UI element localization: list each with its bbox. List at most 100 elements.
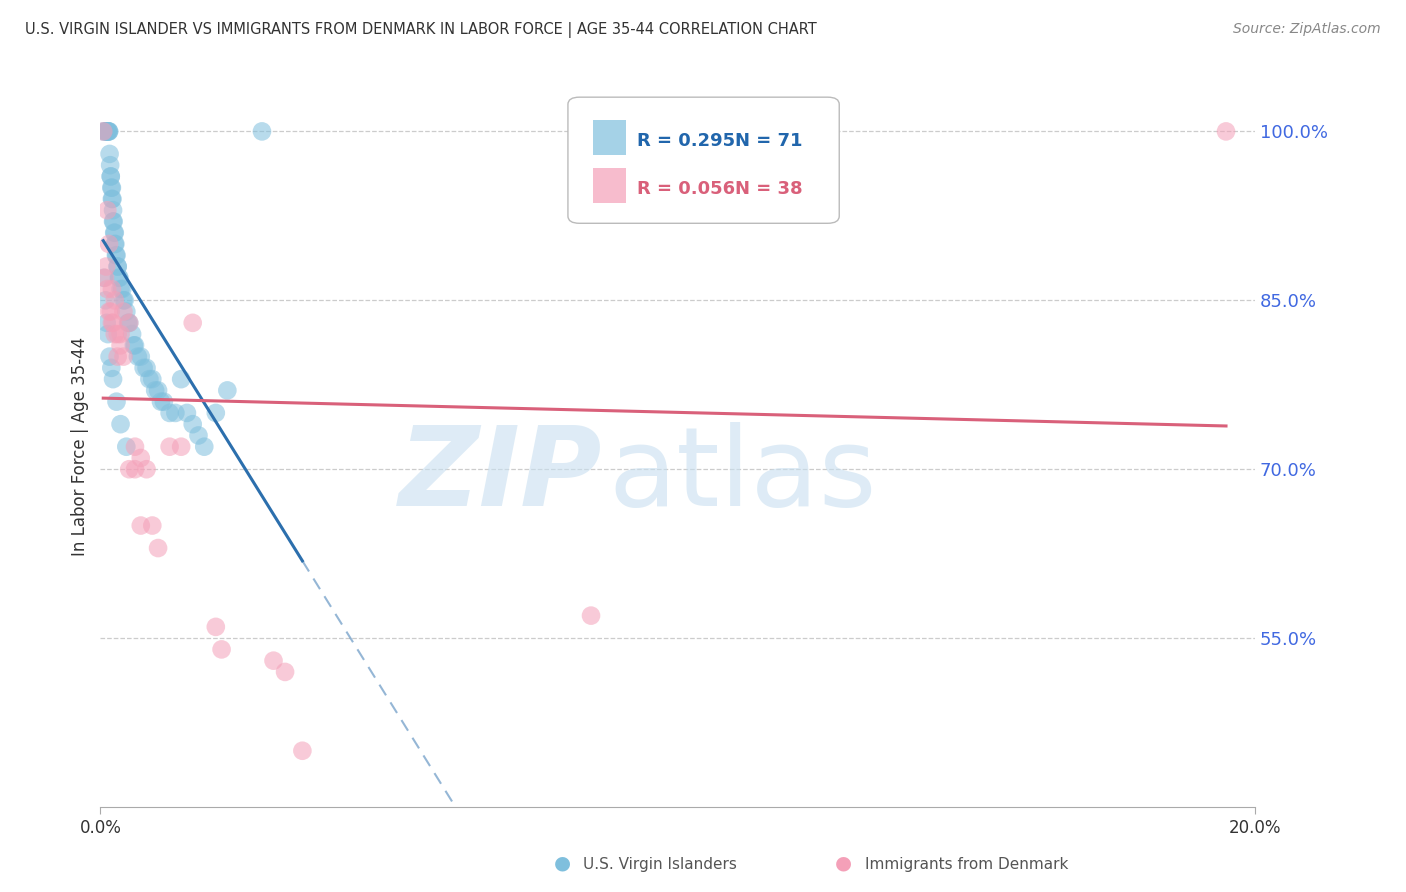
Point bbox=[1215, 124, 1237, 138]
Text: Immigrants from Denmark: Immigrants from Denmark bbox=[865, 857, 1069, 872]
Text: R = 0.295: R = 0.295 bbox=[637, 132, 735, 150]
Point bbox=[98, 237, 121, 252]
Point bbox=[153, 394, 176, 409]
Point bbox=[97, 124, 120, 138]
Text: Source: ZipAtlas.com: Source: ZipAtlas.com bbox=[1233, 22, 1381, 37]
Point bbox=[141, 518, 163, 533]
Point bbox=[94, 270, 117, 285]
Point bbox=[100, 169, 122, 184]
Point bbox=[122, 338, 145, 352]
Point bbox=[159, 406, 181, 420]
Y-axis label: In Labor Force | Age 35-44: In Labor Force | Age 35-44 bbox=[72, 337, 89, 557]
FancyBboxPatch shape bbox=[568, 97, 839, 223]
Text: ●: ● bbox=[835, 854, 852, 872]
Point bbox=[101, 316, 124, 330]
Point bbox=[96, 203, 118, 218]
Point bbox=[101, 372, 124, 386]
Point bbox=[274, 665, 297, 679]
Point bbox=[176, 406, 198, 420]
Point bbox=[204, 406, 226, 420]
Point bbox=[112, 350, 135, 364]
Point bbox=[217, 384, 239, 398]
Point bbox=[110, 338, 132, 352]
Point bbox=[100, 169, 122, 184]
Point bbox=[149, 394, 172, 409]
Point bbox=[94, 293, 117, 308]
Point bbox=[107, 350, 129, 364]
Point bbox=[135, 360, 157, 375]
Point bbox=[110, 327, 132, 342]
Point bbox=[127, 350, 149, 364]
Point bbox=[101, 192, 124, 206]
Point bbox=[165, 406, 187, 420]
Point bbox=[100, 180, 122, 194]
Text: ●: ● bbox=[554, 854, 571, 872]
Point bbox=[105, 394, 128, 409]
Text: N = 38: N = 38 bbox=[735, 180, 803, 198]
Point bbox=[94, 124, 117, 138]
Point bbox=[170, 440, 193, 454]
Point bbox=[101, 192, 124, 206]
Point bbox=[104, 293, 127, 308]
Point bbox=[143, 384, 166, 398]
Point bbox=[98, 350, 121, 364]
Text: R = 0.056: R = 0.056 bbox=[637, 180, 735, 198]
Point bbox=[98, 124, 121, 138]
Point bbox=[138, 372, 160, 386]
Point bbox=[98, 124, 121, 138]
Text: ZIP: ZIP bbox=[399, 422, 603, 529]
Text: U.S. VIRGIN ISLANDER VS IMMIGRANTS FROM DENMARK IN LABOR FORCE | AGE 35-44 CORRE: U.S. VIRGIN ISLANDER VS IMMIGRANTS FROM … bbox=[25, 22, 817, 38]
Point bbox=[211, 642, 233, 657]
Point bbox=[96, 282, 118, 296]
Text: U.S. Virgin Islanders: U.S. Virgin Islanders bbox=[583, 857, 737, 872]
Point bbox=[97, 327, 120, 342]
Point bbox=[110, 417, 132, 432]
Point bbox=[170, 372, 193, 386]
Point bbox=[124, 338, 146, 352]
Point bbox=[104, 327, 127, 342]
Point bbox=[93, 270, 115, 285]
Point bbox=[118, 462, 141, 476]
Text: atlas: atlas bbox=[609, 422, 877, 529]
Point bbox=[129, 450, 152, 465]
Point bbox=[263, 654, 285, 668]
Point bbox=[110, 282, 132, 296]
Point bbox=[141, 372, 163, 386]
Point bbox=[181, 316, 204, 330]
Point bbox=[118, 316, 141, 330]
Point bbox=[114, 293, 136, 308]
Point bbox=[111, 282, 134, 296]
Point bbox=[98, 147, 121, 161]
Point bbox=[579, 608, 602, 623]
Point bbox=[101, 180, 124, 194]
Point bbox=[193, 440, 215, 454]
Point bbox=[104, 237, 127, 252]
Point bbox=[108, 270, 131, 285]
Point bbox=[181, 417, 204, 432]
Point bbox=[104, 248, 127, 262]
Point bbox=[98, 304, 121, 318]
Point bbox=[97, 124, 120, 138]
Point bbox=[146, 541, 169, 555]
Point bbox=[94, 124, 117, 138]
Point bbox=[107, 260, 129, 274]
Point bbox=[103, 226, 125, 240]
Point bbox=[117, 316, 139, 330]
Point bbox=[115, 440, 138, 454]
Point bbox=[124, 440, 146, 454]
Point bbox=[101, 316, 124, 330]
Point bbox=[91, 124, 114, 138]
Point bbox=[105, 248, 128, 262]
Point bbox=[129, 518, 152, 533]
Point bbox=[187, 428, 209, 442]
Point bbox=[107, 260, 129, 274]
Point bbox=[159, 440, 181, 454]
Point bbox=[107, 327, 129, 342]
Point bbox=[118, 316, 141, 330]
Point bbox=[129, 350, 152, 364]
Point bbox=[101, 203, 124, 218]
Point bbox=[132, 360, 155, 375]
Point bbox=[101, 214, 124, 228]
Text: N = 71: N = 71 bbox=[735, 132, 803, 150]
Point bbox=[108, 270, 131, 285]
